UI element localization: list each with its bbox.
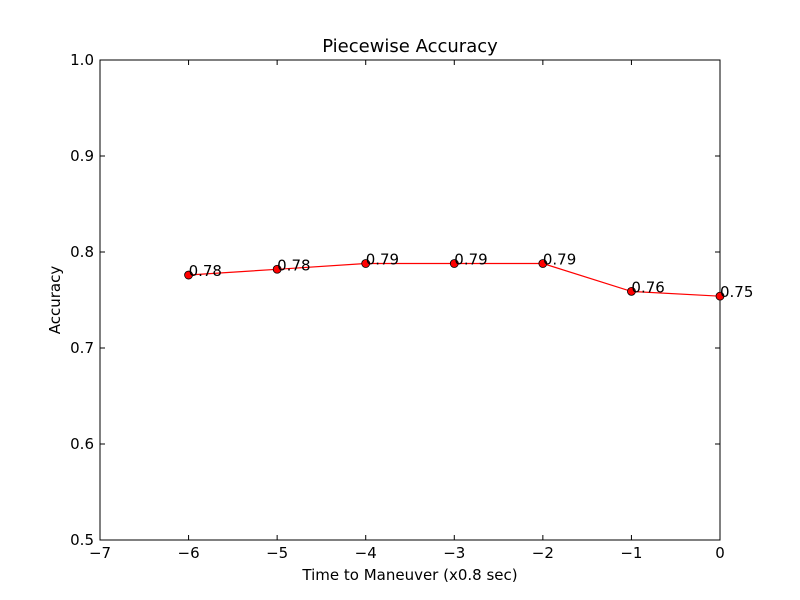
chart-title: Piecewise Accuracy [322,36,498,57]
x-tick-label: −3 [443,544,465,562]
x-tick-label: −1 [620,544,642,562]
data-point [715,291,725,301]
data-label: 0.79 [454,251,487,269]
data-label: 0.79 [366,251,399,269]
data-label: 0.78 [189,262,222,280]
y-tick-label: 0.6 [70,435,94,453]
x-tick-label: −5 [266,544,288,562]
series-layer: 0.78 0.78 0.79 0.79 0.79 0.76 0.75 [184,251,753,301]
x-tick-label: 0 [715,544,725,562]
data-point [627,286,636,296]
y-axis-title: Accuracy [46,266,64,335]
data-point [361,259,371,268]
x-tick-label: −7 [89,544,111,562]
data-label: 0.75 [720,283,753,301]
x-tick-label: −2 [532,544,554,562]
y-tick-label: 0.7 [70,339,94,357]
axis-ticks: −7 −6 −5 −4 −3 −2 −1 0 0.5 0.6 0.7 0.8 0.9 1.0 [70,51,725,562]
data-label: 0.79 [543,251,576,269]
x-tick-label: −4 [355,544,377,562]
y-tick-label: 0.5 [70,531,94,549]
y-tick-label: 0.9 [70,147,94,165]
x-tick-label: −6 [178,544,200,562]
plot-border [99,59,721,541]
y-tick-label: 0.8 [70,243,94,261]
data-point [449,259,459,268]
plot-area [99,59,721,541]
data-label: 0.78 [277,256,310,274]
x-axis-title: Time to Maneuver (x0.8 sec) [301,566,517,584]
data-point [184,270,193,280]
y-tick-label: 1.0 [70,51,94,69]
data-label: 0.76 [631,278,664,296]
data-point [272,264,282,274]
data-point [538,259,548,268]
